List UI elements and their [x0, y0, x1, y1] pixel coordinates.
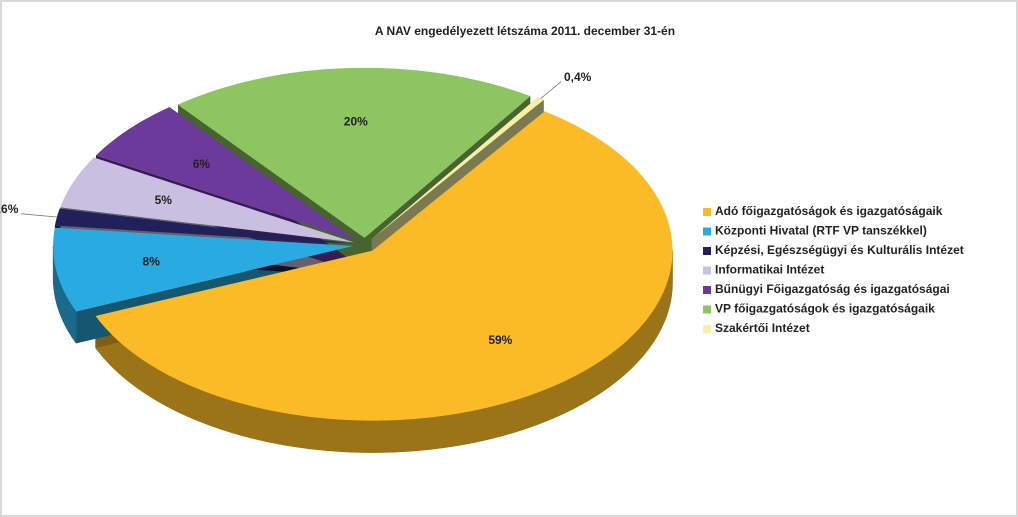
slice-tops [53, 67, 673, 421]
data-label: 5% [155, 193, 173, 207]
pie-slice [95, 111, 673, 421]
legend-swatch [703, 227, 711, 236]
data-label: 0,4% [564, 70, 592, 84]
legend-label: Központi Hivatal (RTF VP tanszékkel) [715, 224, 927, 238]
legend-swatch [703, 266, 711, 275]
chart-title: A NAV engedélyezett létszáma 2011. decem… [375, 24, 675, 38]
pie-slice [53, 227, 354, 312]
legend-label: Képzési, Egészségügyi és Kulturális Inté… [715, 243, 964, 257]
pie-slice [371, 97, 544, 240]
pie-slice [60, 157, 354, 243]
pie-slice [95, 107, 356, 241]
leader-line [21, 213, 57, 218]
pie-slice [54, 208, 354, 244]
legend-swatch [703, 325, 711, 333]
legend-swatch [703, 247, 711, 255]
data-label: 1,6% [0, 202, 19, 216]
leader-line [540, 81, 562, 99]
data-label: 59% [488, 333, 512, 347]
legend-swatch [703, 208, 711, 216]
data-label: 20% [344, 114, 368, 128]
data-label: 8% [143, 255, 161, 269]
legend-label: VP főigazgatóságok és igazgatóságaik [715, 302, 935, 316]
legend-swatch [703, 305, 711, 314]
legend-swatch [703, 286, 711, 294]
legend-label: Bűnügyi Főigazgatóság és igazgatóságai [715, 282, 950, 296]
data-label: 6% [193, 157, 211, 171]
legend-label: Szakértői Intézet [715, 321, 810, 335]
legend-label: Adó főigazgatóságok és igazgatóságaik [715, 204, 943, 218]
pie-slice [177, 67, 531, 238]
legend-label: Informatikai Intézet [715, 263, 824, 277]
